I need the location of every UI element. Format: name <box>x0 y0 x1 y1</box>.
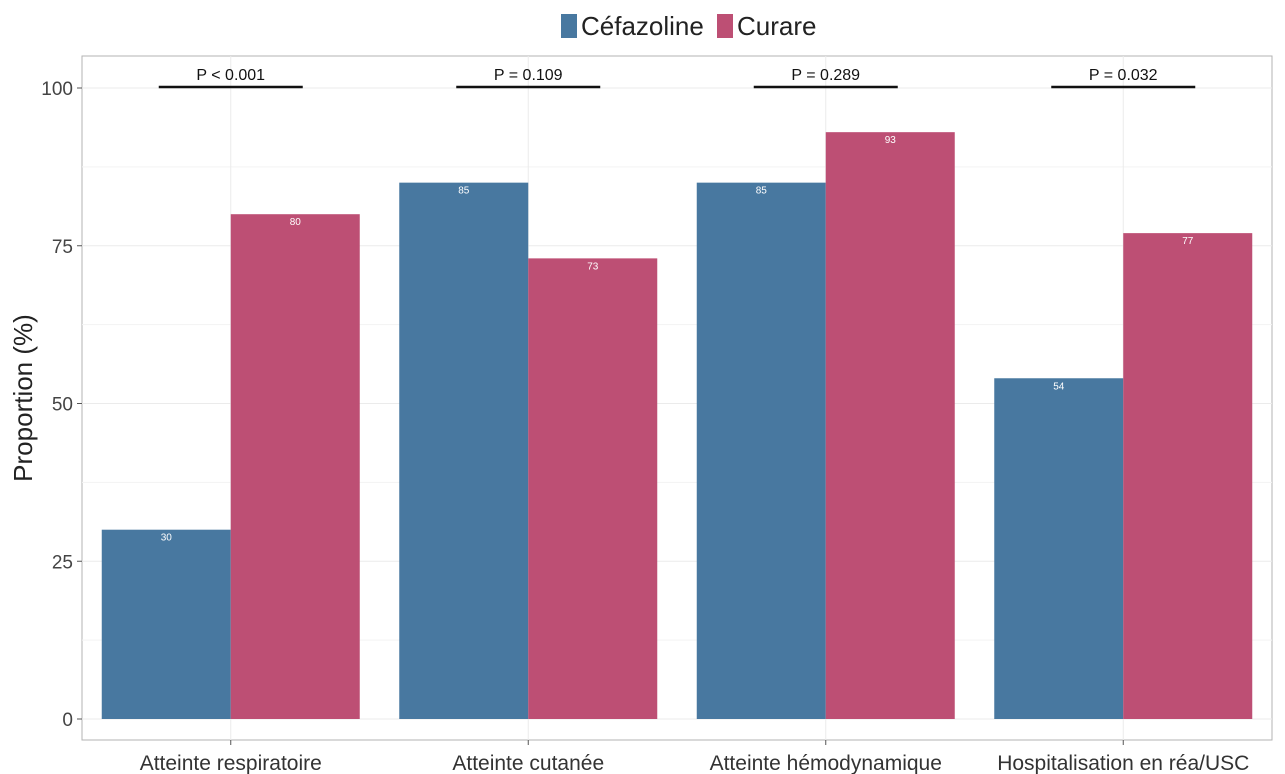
legend-swatch <box>561 14 577 38</box>
y-tick-label: 50 <box>52 395 73 416</box>
x-tick-label: Hospitalisation en réa/USC <box>997 752 1249 774</box>
p-value-label: P = 0.289 <box>791 67 860 84</box>
legend: Céfazoline Curare <box>561 11 816 41</box>
value-labels: 30 80 85 73 85 93 54 77 <box>161 135 1194 544</box>
x-tick-label: Atteinte respiratoire <box>140 752 322 774</box>
y-axis: 0 25 50 75 100 <box>41 79 82 731</box>
legend-label: Céfazoline <box>581 11 704 41</box>
legend-swatch <box>717 14 733 38</box>
bar <box>399 182 529 719</box>
bar-value-label: 93 <box>885 135 897 146</box>
x-tick-label: Atteinte cutanée <box>452 752 604 774</box>
y-tick-label: 25 <box>52 552 73 573</box>
x-axis: Atteinte respiratoire Atteinte cutanée Att… <box>140 740 1249 774</box>
bar-value-label: 30 <box>161 533 173 544</box>
bar-value-label: 80 <box>290 217 302 228</box>
p-value-label: P = 0.032 <box>1089 67 1158 84</box>
legend-label: Curare <box>737 11 816 41</box>
y-tick-label: 100 <box>41 79 73 100</box>
bar-value-label: 85 <box>458 186 470 197</box>
bar-value-label: 77 <box>1182 236 1194 247</box>
y-axis-title: Proportion (%) <box>8 314 38 482</box>
bar-value-label: 73 <box>587 261 599 272</box>
bar <box>528 258 658 719</box>
bar <box>101 529 231 719</box>
bar <box>825 132 955 720</box>
p-value-label: P < 0.001 <box>196 67 265 84</box>
y-tick-label: 0 <box>62 710 73 731</box>
bar-value-label: 85 <box>756 186 768 197</box>
y-tick-label: 75 <box>52 237 73 258</box>
bars <box>101 132 1253 720</box>
p-value-label: P = 0.109 <box>494 67 563 84</box>
x-tick-label: Atteinte hémodynamique <box>710 752 942 774</box>
bar <box>696 182 826 719</box>
bar <box>230 214 360 719</box>
bar-value-label: 54 <box>1053 381 1065 392</box>
p-value-annotations: P < 0.001 P = 0.109 P = 0.289 P = 0.032 <box>158 67 1196 89</box>
bar <box>1123 233 1253 719</box>
bar <box>994 378 1124 719</box>
